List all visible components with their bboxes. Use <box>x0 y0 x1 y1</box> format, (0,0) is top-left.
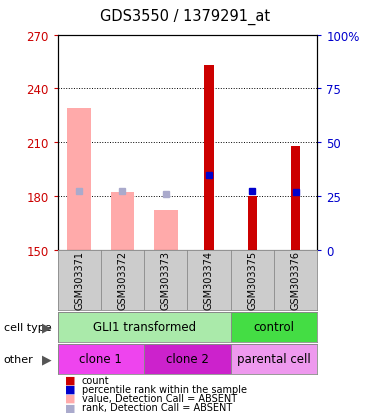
Text: ■: ■ <box>65 375 75 385</box>
Text: ■: ■ <box>65 402 75 412</box>
Bar <box>247 197 257 250</box>
Text: cell type: cell type <box>4 322 51 332</box>
Bar <box>144 344 231 374</box>
Text: GDS3550 / 1379291_at: GDS3550 / 1379291_at <box>101 9 270 25</box>
Text: GLI1 transformed: GLI1 transformed <box>92 320 196 334</box>
Text: value, Detection Call = ABSENT: value, Detection Call = ABSENT <box>82 393 237 403</box>
Text: GSM303371: GSM303371 <box>74 251 84 310</box>
Text: GSM303376: GSM303376 <box>290 251 301 310</box>
Text: GSM303375: GSM303375 <box>247 251 257 310</box>
Text: ▶: ▶ <box>42 320 52 334</box>
Bar <box>231 312 317 342</box>
Text: GSM303374: GSM303374 <box>204 251 214 310</box>
Text: ■: ■ <box>65 384 75 394</box>
Bar <box>58 344 144 374</box>
Bar <box>67 109 91 250</box>
Text: clone 2: clone 2 <box>166 352 209 366</box>
Bar <box>58 312 231 342</box>
Text: other: other <box>4 354 33 364</box>
Bar <box>154 211 178 250</box>
Text: GSM303373: GSM303373 <box>161 251 171 310</box>
Text: control: control <box>253 320 295 334</box>
Text: parental cell: parental cell <box>237 352 311 366</box>
Bar <box>111 193 134 250</box>
Text: rank, Detection Call = ABSENT: rank, Detection Call = ABSENT <box>82 402 232 412</box>
Bar <box>204 66 214 250</box>
Text: clone 1: clone 1 <box>79 352 122 366</box>
Bar <box>291 147 301 250</box>
Text: ▶: ▶ <box>42 352 52 366</box>
Text: ■: ■ <box>65 393 75 403</box>
Text: count: count <box>82 375 109 385</box>
Text: percentile rank within the sample: percentile rank within the sample <box>82 384 247 394</box>
Bar <box>231 344 317 374</box>
Text: GSM303372: GSM303372 <box>118 251 127 310</box>
